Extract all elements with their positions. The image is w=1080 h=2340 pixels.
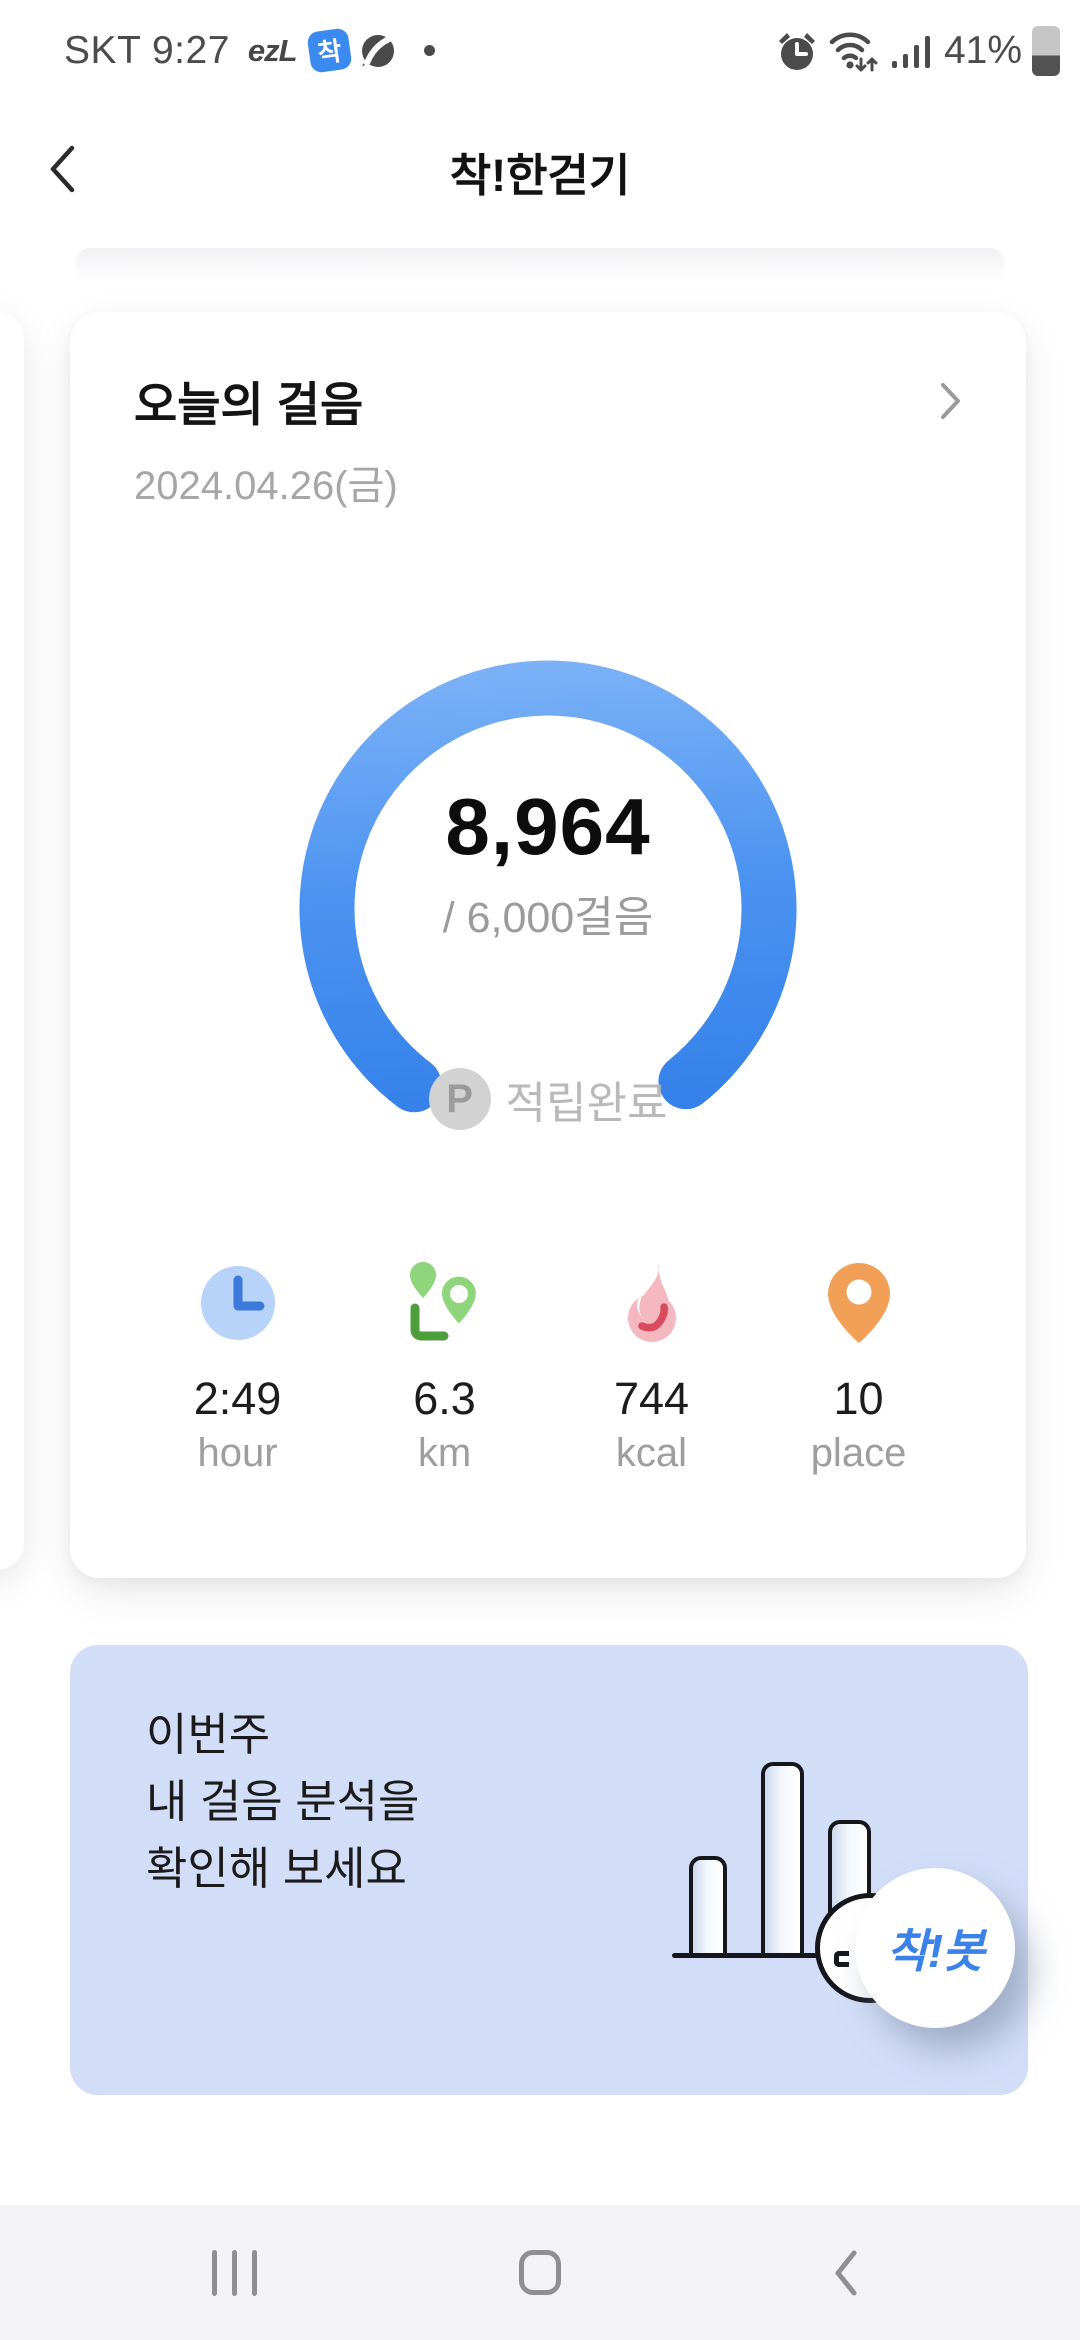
stat-label: place [810,1431,907,1475]
card-title: 오늘의 걸음 [134,378,364,431]
chakbot-bubble[interactable]: 착!봇 [855,1868,1015,2028]
wifi-icon [828,28,880,74]
stat-value: 2:49 [193,1373,282,1424]
stats-row: 2:49 hour 6.3 km [134,1262,962,1476]
notification-swirl-icon [360,33,396,69]
card-date: 2024.04.26(금) [134,464,398,508]
alarm-icon [776,29,818,73]
fire-icon [621,1263,683,1343]
battery-percent: 41% [943,28,1022,72]
pin-icon [827,1263,890,1343]
point-label: 적립완료 [505,1079,668,1128]
chak-app-badge-icon: 착 [305,27,353,74]
route-icon [402,1262,488,1343]
step-count: 8,964 [445,782,651,871]
today-steps-card: 오늘의 걸음 2024.04.26(금) 8,964 / 6,000걸음 P 적… [70,312,1026,1578]
app-header: 착!한걷기 [0,95,1080,240]
stat-distance: 6.3 km [341,1262,548,1476]
notification-dot-icon [423,45,435,56]
status-left: SKT 9:27 ezL 착 [64,27,435,74]
stat-label: km [417,1431,472,1475]
banner-text: 이번주 내 걸음 분석을 확인해 보세요 [146,1701,419,1902]
stat-places: 10 place [755,1263,962,1476]
step-progress-ring: 8,964 / 6,000걸음 P 적립완료 [298,659,798,1159]
scroll-divider [76,248,1004,282]
step-goal: / 6,000걸음 [442,894,654,942]
bar [689,1856,727,1956]
recents-button[interactable] [210,2249,258,2297]
recents-icon [204,2249,264,2296]
carrier-time: SKT 9:27 [64,28,230,72]
chakbot-label: 착!봇 [886,1925,985,1977]
nav-back-button[interactable] [822,2249,870,2297]
android-nav-bar [0,2205,1080,2340]
home-icon [519,2250,561,2295]
stat-value: 10 [833,1373,884,1424]
signal-icon [890,29,934,73]
home-button[interactable] [516,2249,564,2297]
chevron-right-icon[interactable] [940,382,962,420]
status-right: 41% [766,25,1060,76]
ezl-badge-icon: ezL [247,32,298,68]
page-title: 착!한걷기 [449,150,631,201]
weekly-analysis-banner[interactable]: 이번주 내 걸음 분석을 확인해 보세요 착!봇 [70,1645,1028,2095]
back-icon [835,2250,857,2295]
status-bar: SKT 9:27 ezL 착 [0,0,1080,95]
point-badge-icon: P [428,1068,491,1130]
stat-calories: 744 kcal [548,1263,755,1476]
banner-line: 확인해 보세요 [146,1843,407,1894]
previous-card-peek[interactable] [0,312,24,1570]
stat-label: hour [197,1431,278,1475]
clock-icon [200,1263,276,1343]
robot-mouth [834,1951,849,1967]
bar-baseline [672,1953,878,1958]
back-button[interactable] [48,143,88,195]
battery-icon [1032,25,1060,76]
stat-label: kcal [615,1431,688,1475]
banner-line: 이번주 [146,1709,271,1760]
bar [761,1762,804,1956]
banner-line: 내 걸음 분석을 [146,1776,420,1827]
stat-value: 744 [613,1373,690,1424]
stat-hour: 2:49 hour [134,1263,341,1476]
point-status: P 적립완료 [298,1067,798,1131]
bar-chart-illustration: 착!봇 [70,1645,1028,2095]
chevron-left-icon [50,145,75,193]
stat-value: 6.3 [413,1373,476,1424]
